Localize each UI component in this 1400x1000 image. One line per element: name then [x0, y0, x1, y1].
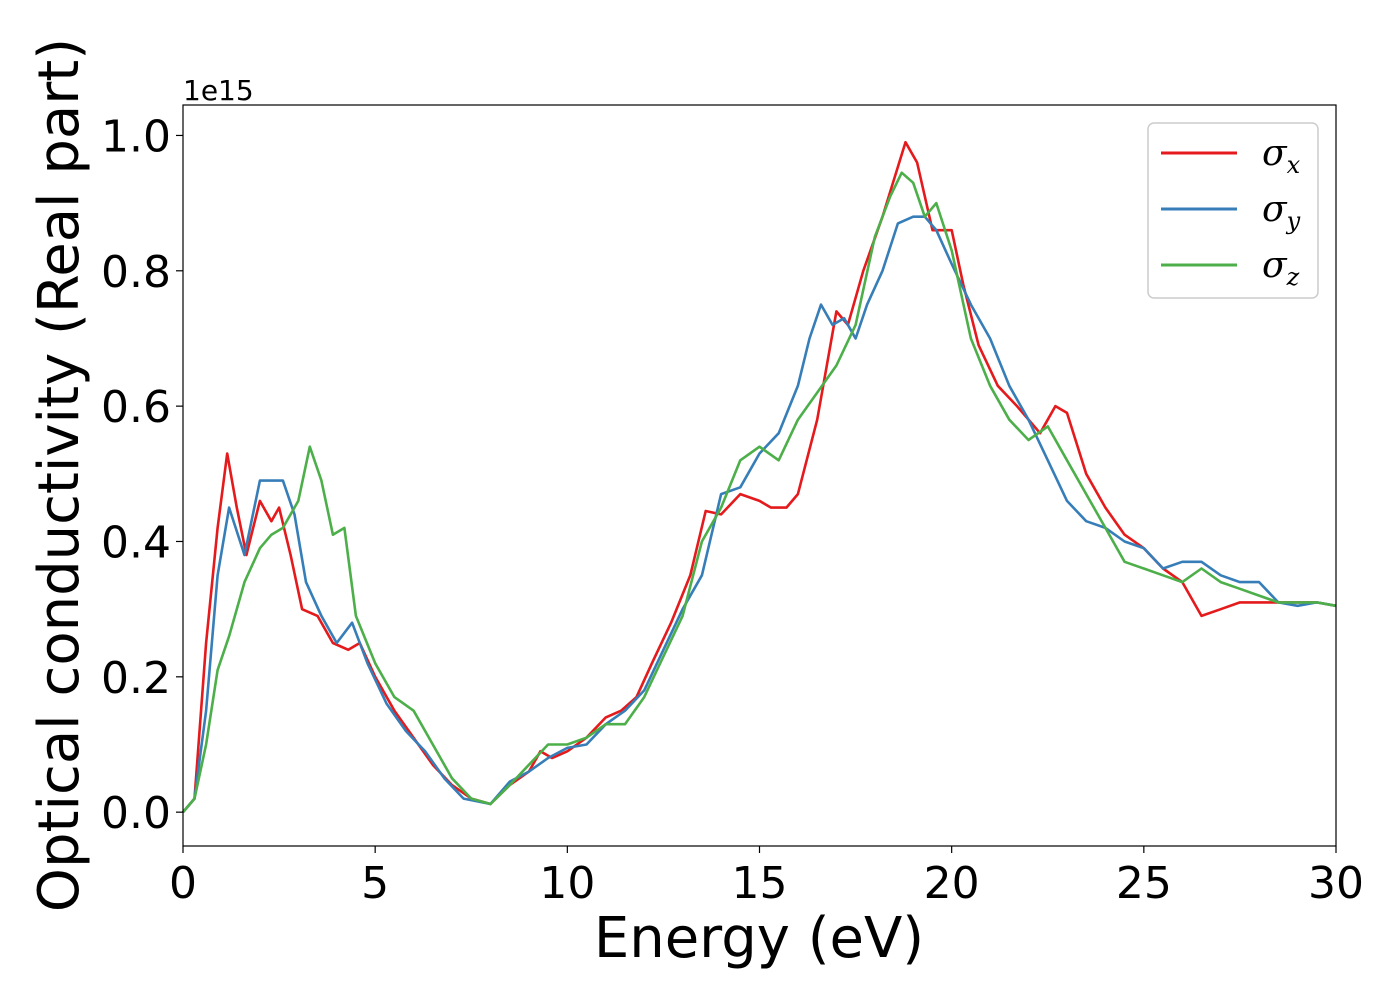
- y-tick-label: 0.4: [101, 517, 171, 568]
- x-tick-label: 15: [732, 858, 788, 909]
- y-axis-label: Optical conductivity (Real part): [27, 38, 92, 912]
- x-tick-label: 5: [361, 858, 389, 909]
- x-tick-label: 25: [1116, 858, 1172, 909]
- y-axis-ticks: 0.0 0.2 0.4 0.6 0.8 1.0: [101, 111, 183, 839]
- series-line-x: [182, 140, 1337, 814]
- x-axis-label: Energy (eV): [594, 906, 924, 971]
- y-tick-label: 0.2: [101, 653, 171, 704]
- series-line-z: [182, 171, 1337, 814]
- series-line-y: [182, 215, 1337, 814]
- y-tick-label: 0.8: [101, 247, 171, 298]
- y-tick-label: 0.0: [101, 788, 171, 839]
- series-layer: [182, 140, 1337, 814]
- y-tick-label: 0.6: [101, 382, 171, 433]
- x-tick-label: 0: [169, 858, 197, 909]
- y-tick-label: 1.0: [101, 111, 171, 162]
- plot-area: [183, 105, 1336, 846]
- x-tick-label: 10: [539, 858, 595, 909]
- y-offset-label: 1e15: [183, 74, 254, 107]
- x-tick-label: 20: [924, 858, 980, 909]
- x-axis-ticks: 0 5 10 15 20 25 30: [169, 846, 1364, 909]
- x-tick-label: 30: [1308, 858, 1364, 909]
